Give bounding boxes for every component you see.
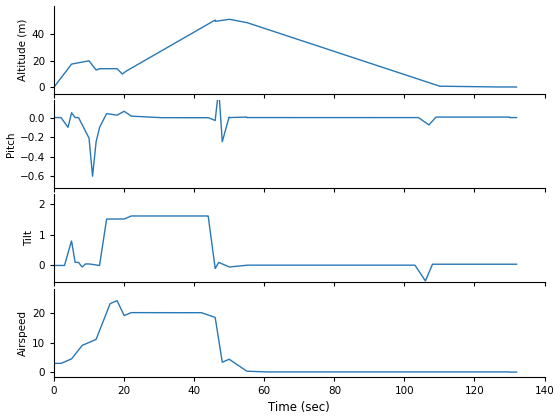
Y-axis label: Pitch: Pitch — [6, 131, 16, 157]
Y-axis label: Altitude (m): Altitude (m) — [18, 18, 27, 81]
Y-axis label: Airspeed: Airspeed — [18, 310, 27, 356]
Y-axis label: Tilt: Tilt — [24, 231, 34, 247]
X-axis label: Time (sec): Time (sec) — [268, 402, 330, 415]
